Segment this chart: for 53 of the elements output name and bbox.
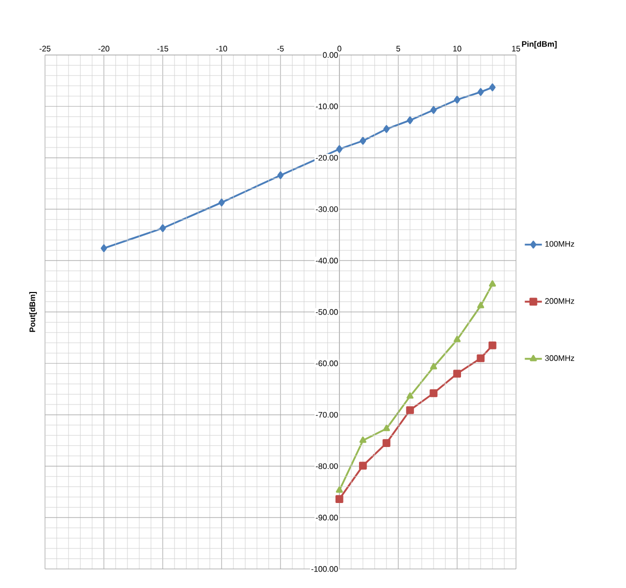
x-tick-label: -25 (40, 46, 50, 52)
point (335, 495, 344, 503)
point (382, 439, 390, 447)
point (406, 406, 414, 414)
legend-label: 100MHz (545, 241, 574, 247)
y-tick-label: 0.00 (322, 52, 338, 58)
x-tick-label: -20 (98, 46, 110, 52)
point (359, 462, 367, 470)
point (478, 88, 484, 96)
point (336, 145, 343, 153)
x-axis-title: Pin[dBm] (522, 40, 557, 48)
y-tick-label: -20.00 (316, 154, 338, 161)
x-tick-label: -5 (277, 46, 284, 52)
point (430, 389, 438, 398)
y-axis-title: Pout[dBm] (29, 292, 37, 332)
point (476, 354, 485, 362)
point (406, 116, 414, 124)
point (488, 280, 496, 287)
x-tick-label: 10 (453, 46, 462, 52)
x-tick-label: -10 (216, 46, 228, 52)
point (359, 436, 366, 443)
x-tick-label: 5 (396, 46, 400, 52)
point (489, 83, 496, 92)
y-tick-label: -40.00 (316, 258, 338, 264)
point (336, 486, 343, 493)
y-tick-label: -10.00 (316, 104, 338, 110)
point (488, 341, 496, 350)
x-tick-label: -15 (157, 46, 168, 52)
point (100, 244, 108, 252)
point (454, 336, 461, 342)
x-tick-label: 0 (337, 46, 342, 52)
y-tick-label: -60.00 (316, 360, 338, 366)
point (218, 198, 225, 206)
point (160, 224, 166, 232)
point (360, 136, 366, 145)
y-tick-label: -70.00 (316, 412, 338, 418)
x-tick-label: 15 (512, 46, 520, 52)
point (383, 125, 390, 133)
point (430, 363, 438, 370)
point (430, 106, 437, 114)
y-tick-label: -90.00 (316, 514, 338, 520)
legend-label: 200MHz (545, 298, 574, 304)
y-tick-label: -80.00 (316, 463, 338, 470)
point (454, 96, 460, 104)
point (406, 392, 414, 399)
point (277, 171, 284, 180)
point (382, 424, 390, 432)
point (453, 370, 462, 378)
legend-label: 300MHz (545, 355, 574, 361)
y-tick-label: -30.00 (316, 206, 338, 212)
y-tick-label: -100.00 (311, 566, 338, 572)
point (477, 302, 484, 308)
y-tick-label: -50.00 (316, 309, 338, 315)
